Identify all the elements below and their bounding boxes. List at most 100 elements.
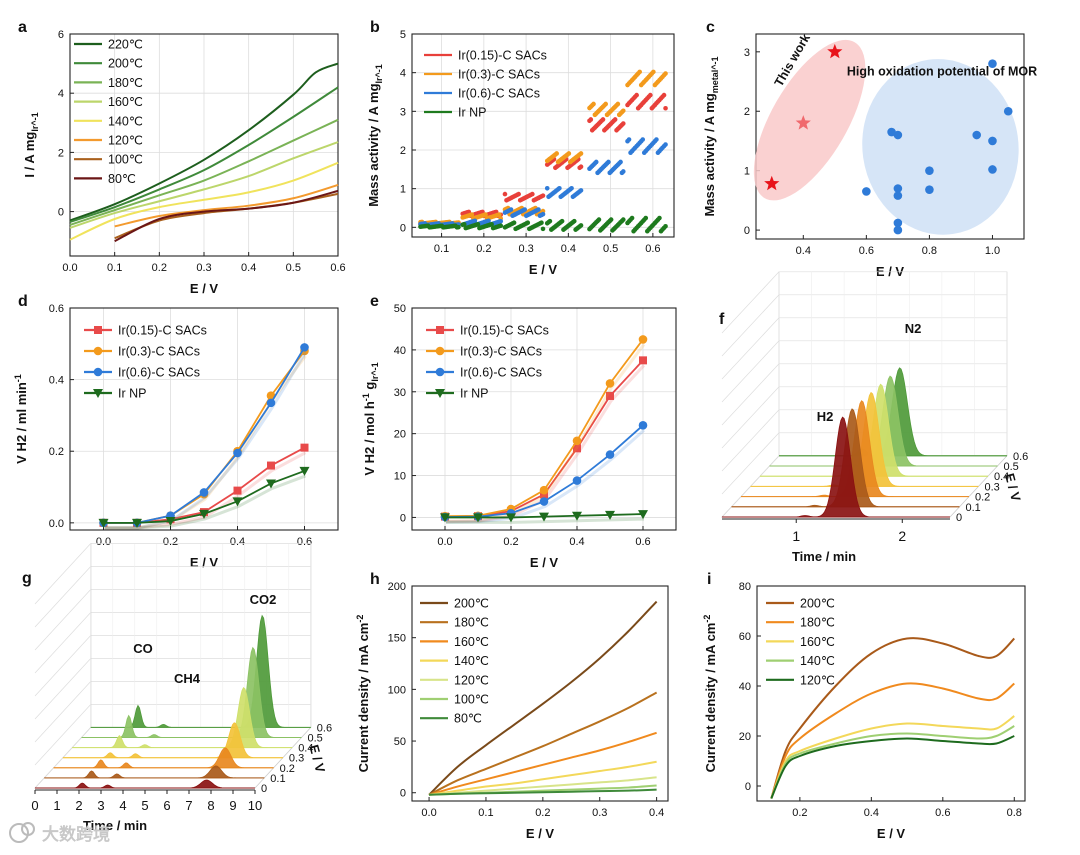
data-point xyxy=(1003,106,1013,116)
axis-label-part: Ir^-1 xyxy=(30,112,40,131)
data-point xyxy=(578,188,584,193)
data-point xyxy=(640,137,646,142)
panel-letter: d xyxy=(18,293,28,310)
legend-entry: 140℃ xyxy=(108,114,143,128)
data-point xyxy=(638,510,648,520)
x-tick-label: 0.3 xyxy=(196,262,211,274)
legend-entry: 160℃ xyxy=(454,635,489,649)
data-point xyxy=(606,159,611,165)
data-point xyxy=(654,137,659,142)
data-point xyxy=(233,486,242,495)
y-tick-label: 0.4 xyxy=(49,375,64,387)
legend-entry: Ir(0.6)-C SACs xyxy=(458,87,540,101)
y-tick-label: 0 xyxy=(58,207,64,219)
axis-label-part: Ir^-1 xyxy=(374,64,384,83)
y-axis-label: V H2 / mol h-1 gIr^-1 xyxy=(361,362,380,475)
data-point xyxy=(893,191,903,200)
x-tick-label: 1 xyxy=(792,528,800,544)
y-axis-label: Mass activity / A mgIr^-1 xyxy=(366,64,384,207)
data-point xyxy=(795,115,811,130)
z-tick-label: 0 xyxy=(261,783,267,795)
data-point xyxy=(547,218,553,224)
x-tick-label: 0.4 xyxy=(864,807,879,819)
wall-grid xyxy=(34,566,92,628)
legend-entry: Ir(0.15)-C SACs xyxy=(460,324,549,338)
data-point xyxy=(578,151,584,156)
z-tick-label: 0.3 xyxy=(289,753,304,765)
panel-e: 0.0 0.2 0.4 0.6 0 10 20 30 40 50 E / V V H2 / mol h… xyxy=(361,293,677,570)
annotation: High oxidation potential of MOR xyxy=(847,65,1037,79)
y-axis-label: Current density / mA cm-2 xyxy=(355,615,371,773)
data-point xyxy=(498,223,504,228)
data-point xyxy=(862,187,871,196)
watermark-logo-icon: 大数跨境 xyxy=(9,822,110,844)
data-point xyxy=(639,356,647,365)
series-line xyxy=(770,682,1015,799)
panel-letter: e xyxy=(370,293,379,310)
axis-label-part: V H2 / ml min xyxy=(14,382,29,464)
x-tick-label: 4 xyxy=(119,798,126,813)
x-tick-label: 1.0 xyxy=(985,245,1000,257)
data-point xyxy=(591,101,596,107)
y-tick-label: 0 xyxy=(744,225,750,237)
series-line xyxy=(770,725,1015,799)
y-tick-label: 200 xyxy=(388,581,406,593)
legend-entry: Ir(0.6)-C SACs xyxy=(460,366,542,380)
z-tick-label: 0.2 xyxy=(280,763,295,775)
series-shadow xyxy=(446,517,645,524)
legend-entry: 200℃ xyxy=(454,597,489,611)
legend-entry: Ir NP xyxy=(118,387,146,401)
watermark: 大数跨境 xyxy=(4,816,119,850)
legend-entry: 120℃ xyxy=(108,134,143,148)
z-tick-label: 0.6 xyxy=(317,722,332,734)
data-point xyxy=(764,175,780,191)
x-tick-label: 0.8 xyxy=(1007,807,1022,819)
x-axis-label: E / V xyxy=(190,281,219,296)
x-tick-label: 0.2 xyxy=(152,262,167,274)
data-point xyxy=(98,518,109,528)
data-point xyxy=(638,335,648,344)
data-point xyxy=(573,444,581,453)
data-point xyxy=(165,517,176,527)
x-tick-label: 1 xyxy=(53,798,60,813)
data-point xyxy=(472,218,478,224)
data-point xyxy=(663,223,668,229)
data-point xyxy=(661,92,667,98)
series-line xyxy=(770,637,1016,799)
wall-grid xyxy=(34,543,92,605)
plot-frame xyxy=(755,33,1025,240)
axis-label-part: CO2 xyxy=(250,592,277,607)
data-point xyxy=(657,215,662,221)
data-point xyxy=(651,69,656,75)
legend-entry: 180℃ xyxy=(454,616,489,630)
data-point xyxy=(588,117,594,122)
legend-entry: Ir(0.3)-C SACs xyxy=(118,345,200,359)
panel-letter: a xyxy=(18,19,27,36)
wall-grid xyxy=(721,271,780,334)
y-tick-label: 6 xyxy=(58,29,64,41)
x-tick-label: 10 xyxy=(248,798,262,813)
wall-grid xyxy=(721,386,780,449)
data-point xyxy=(827,43,843,59)
legend-entry: 80℃ xyxy=(108,172,136,186)
peak-label: H2 xyxy=(817,409,834,424)
x-tick-label: 0.6 xyxy=(330,262,345,274)
legend-entry: 160℃ xyxy=(108,95,143,109)
legend-entry: 180℃ xyxy=(800,616,835,630)
y-tick-label: 0 xyxy=(400,788,406,800)
y-axis-label: Current density / mA cm-2 xyxy=(702,615,718,773)
axis-label-part: Mass activity / A mg xyxy=(366,83,381,206)
y-tick-label: 100 xyxy=(388,684,406,696)
data-point xyxy=(559,218,565,224)
z-tick-label: 0.2 xyxy=(975,492,990,504)
x-axis-label: E / V xyxy=(530,555,559,570)
legend-entry: 160℃ xyxy=(800,635,835,649)
x-axis-label: E / V xyxy=(529,262,558,277)
x-tick-label: 0.6 xyxy=(859,245,874,257)
y-tick-label: 50 xyxy=(394,303,406,315)
data-point xyxy=(893,218,903,228)
x-tick-label: 0.0 xyxy=(437,536,452,548)
trace-area xyxy=(35,779,255,789)
x-tick-label: 0.8 xyxy=(922,245,937,257)
series-shadow xyxy=(104,474,307,530)
